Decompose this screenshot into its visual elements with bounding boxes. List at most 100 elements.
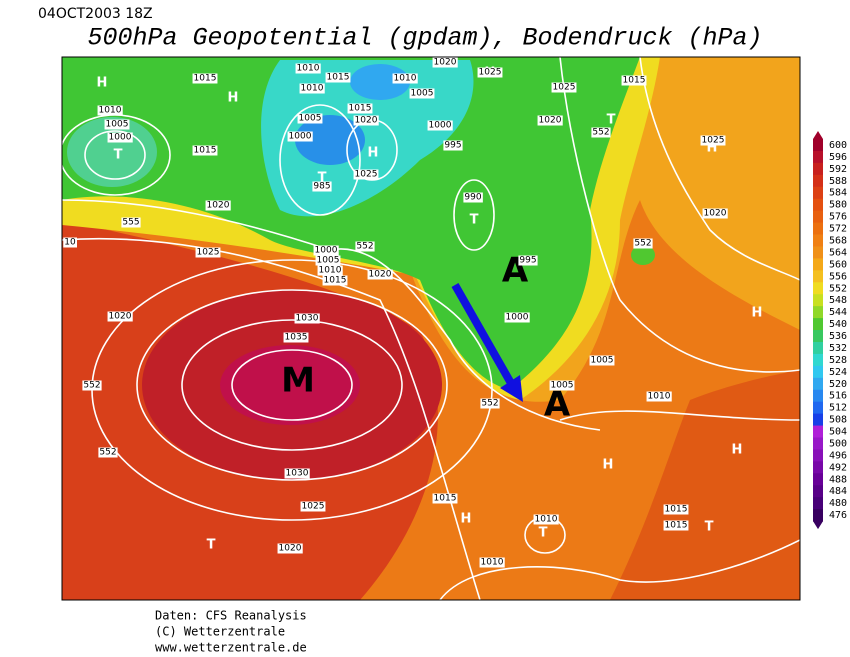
- isobar-label: 1015: [665, 521, 688, 531]
- colorbar-swatch: [813, 497, 823, 510]
- isobar-label: 1015: [349, 104, 372, 114]
- colorbar-label: 484: [829, 486, 847, 497]
- arrow-head: [500, 375, 523, 402]
- colorbar-swatch: [813, 461, 823, 474]
- isobar-label-bg: [192, 145, 218, 156]
- isobar-label: 1005: [299, 114, 322, 124]
- isobar-label: 1015: [665, 505, 688, 515]
- colorbar-swatch: [813, 401, 823, 415]
- pressure-center: T: [114, 148, 123, 163]
- isobar-label: 1010: [319, 266, 342, 276]
- colorbar-swatch: [813, 246, 823, 259]
- isobar-label-bg: [646, 391, 672, 402]
- isobar-label-bg: [392, 73, 418, 84]
- colorbar-label: 568: [829, 235, 847, 246]
- isobar-label-bg: [313, 245, 339, 256]
- pressure-center: T: [705, 520, 714, 535]
- isobar-label-bg: [621, 75, 647, 86]
- contour-label-bg: [480, 398, 500, 409]
- pressure-center: T: [207, 538, 216, 553]
- isobar-label-bg: [104, 119, 130, 130]
- isobar-label-bg: [479, 557, 505, 568]
- colorbar-swatch: [813, 234, 823, 247]
- isobar-label-bg: [537, 115, 563, 126]
- contour-label: 552: [634, 239, 651, 249]
- isobar-label-bg: [409, 88, 435, 99]
- map: [62, 57, 800, 600]
- colorbar-label: 524: [829, 367, 847, 378]
- colorbar-swatch: [813, 186, 823, 200]
- colorbar-label: 476: [829, 510, 847, 521]
- isobar-label: 1020: [355, 116, 378, 126]
- isobar-label-bg: [295, 63, 321, 74]
- isobar-label-bg: [287, 131, 313, 142]
- colorbar-label: 512: [829, 403, 847, 414]
- isobar-label-bg: [427, 120, 453, 131]
- isobar-label-bg: [504, 312, 530, 323]
- footer-line: Daten: CFS Reanalysis: [155, 609, 307, 623]
- isobar-label-bg: [551, 82, 577, 93]
- isobar-label: 1020: [279, 544, 302, 554]
- pressure-center: H: [732, 443, 743, 458]
- colorbar-label: 560: [829, 259, 847, 270]
- arrow: [451, 283, 516, 387]
- isobar-label-bg: [192, 73, 218, 84]
- colorbar-label: 592: [829, 164, 847, 175]
- colorbar-swatch: [813, 330, 823, 343]
- contour-label: 552: [356, 242, 373, 252]
- isobar-label-bg: [284, 468, 310, 479]
- colorbar-label: 516: [829, 391, 847, 402]
- isobar-label: 985: [313, 182, 330, 192]
- isobar-label-bg: [432, 493, 458, 504]
- colorbar-swatch: [813, 306, 823, 319]
- contour-label-bg: [121, 217, 141, 228]
- isobar-label: 1005: [591, 356, 614, 366]
- colorbar-label: 556: [829, 271, 847, 282]
- isobar-label-bg: [283, 332, 309, 343]
- pressure-center: H: [603, 458, 614, 473]
- isobar-label: 1010: [297, 64, 320, 74]
- colorbar-label: 548: [829, 295, 847, 306]
- colorbar-label: 540: [829, 319, 847, 330]
- colorbar-swatch: [813, 377, 823, 391]
- colorbar-label: 488: [829, 474, 847, 485]
- colorbar-swatch: [813, 389, 823, 403]
- isobar-label-bg: [443, 140, 463, 151]
- isobar-label: 1000: [109, 133, 132, 143]
- pressure-center: T: [470, 213, 479, 228]
- isobar-label-bg: [367, 269, 393, 280]
- colorbar-swatch: [813, 318, 823, 331]
- isobar-label: 1015: [434, 494, 457, 504]
- isobar-label: 1030: [286, 469, 309, 479]
- pressure-center: H: [752, 306, 763, 321]
- isobar-label: 1005: [106, 120, 129, 130]
- footer-line: (C) Wetterzentrale: [155, 625, 285, 639]
- isobar-label: 1020: [369, 270, 392, 280]
- colorbar-swatch: [813, 509, 823, 522]
- isobar-label: 1020: [207, 201, 230, 211]
- map-frame: [61, 56, 801, 601]
- colorbar-swatch: [813, 174, 823, 188]
- isobar-label-bg: [297, 113, 323, 124]
- colorbar-swatch: [813, 150, 823, 164]
- colorbar-end: [813, 521, 823, 530]
- isobar-label: 1025: [553, 83, 576, 93]
- isobar-label-bg: [533, 514, 559, 525]
- pressure-center-major: A: [544, 385, 571, 425]
- colorbar-swatch: [813, 425, 823, 438]
- colorbar-swatch: [813, 210, 823, 224]
- isobar-label-bg: [347, 103, 373, 114]
- isobar-label-bg: [322, 275, 348, 286]
- pressure-center: H: [707, 141, 718, 156]
- colorbar-swatch: [813, 341, 823, 355]
- colorbar-label: 504: [829, 427, 847, 438]
- isobar-label-bg: [205, 200, 231, 211]
- isobar-label: 1010: [648, 392, 671, 402]
- colorbar-label: 564: [829, 247, 847, 258]
- contour-label: 552: [481, 399, 498, 409]
- isobar-label-bg: [63, 237, 77, 248]
- colorbar-label: 600: [829, 140, 847, 151]
- colorbar-label: 520: [829, 379, 847, 390]
- colorbar-label: 496: [829, 450, 847, 461]
- isobar-label: 1025: [702, 136, 725, 146]
